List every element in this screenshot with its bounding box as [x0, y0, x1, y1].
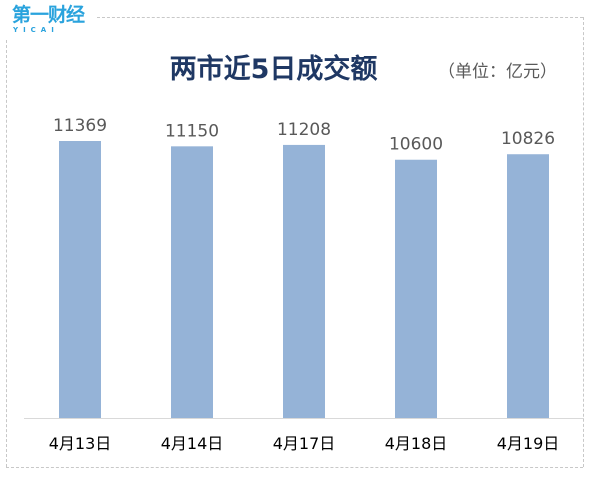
frame-border-left — [6, 40, 7, 467]
data-label-1: 11369 — [53, 116, 107, 136]
bar-4 — [395, 159, 437, 418]
x-tick-label-5: 4月19日 — [497, 434, 560, 453]
yicai-logo: 第一财经 YICAI — [12, 4, 94, 38]
data-label-2: 11150 — [165, 121, 219, 141]
data-label-3: 11208 — [277, 120, 331, 140]
x-tick-label-1: 4月13日 — [49, 434, 112, 453]
bar-5 — [507, 154, 549, 418]
data-label-4: 10600 — [389, 135, 443, 155]
frame-border-right — [583, 17, 584, 467]
logo-text: 第一财经 — [12, 4, 85, 26]
bar-1 — [59, 141, 101, 418]
x-tick-label-4: 4月18日 — [385, 434, 448, 453]
chart-title: 两市近5日成交额 — [169, 54, 378, 85]
logo-subtext: YICAI — [13, 26, 59, 34]
frame-border-bottom — [6, 467, 583, 468]
x-tick-label-3: 4月17日 — [273, 434, 336, 453]
bar-2 — [171, 146, 213, 419]
unit-label: （单位：亿元） — [438, 62, 557, 82]
data-label-5: 10826 — [501, 129, 555, 149]
bar-3 — [283, 144, 325, 419]
x-tick-label-2: 4月14日 — [161, 434, 224, 453]
frame-border-top — [97, 17, 583, 18]
